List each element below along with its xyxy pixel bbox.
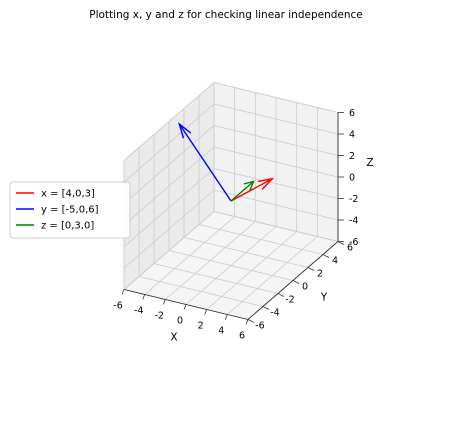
vector-series: [178, 122, 275, 202]
chart-title: Plotting x, y and z for checking linear …: [89, 9, 362, 21]
y-tick-mark: [307, 267, 315, 271]
grid-line: [123, 103, 215, 183]
z-tick-label: -6: [349, 237, 358, 248]
z-tick-label: -2: [349, 194, 358, 205]
grid-line: [213, 103, 339, 135]
x-tick-mark: [121, 289, 125, 295]
vector-0-head: [257, 177, 275, 190]
y-tick-label: -2: [285, 295, 294, 306]
x-axis-label: X: [170, 332, 177, 344]
grid-line: [213, 82, 339, 113]
vector-2-shaft: [230, 180, 254, 202]
legend: x = [4,0,3] y = [-5,0,6] z = [0,3,0]: [9, 181, 131, 239]
y-tick-mark: [277, 293, 285, 297]
x-tick-mark: [245, 319, 249, 325]
y-tick-mark: [337, 241, 345, 245]
vector-2-head: [243, 180, 255, 192]
legend-box: [9, 181, 131, 239]
legend-label-1: y = [-5,0,6]: [41, 205, 99, 216]
y-tick-label: -4: [270, 308, 279, 319]
z-tick-label: 4: [349, 130, 355, 141]
z-tick-label: -4: [349, 216, 358, 227]
x-tick-mark: [183, 304, 187, 310]
z-tick-label: 0: [349, 173, 355, 184]
y-tick-mark: [247, 319, 255, 323]
x-tick-label: 6: [239, 331, 245, 342]
y-tick-label: 4: [332, 256, 338, 267]
legend-label-0: x = [4,0,3]: [41, 189, 95, 200]
z-tick-label: 6: [349, 108, 355, 119]
vector-1-head: [178, 122, 192, 139]
grid-line: [198, 224, 324, 255]
x-tick-mark: [162, 299, 166, 305]
vector-0-shaft: [230, 178, 273, 202]
legend-label-2: z = [0,3,0]: [41, 221, 94, 232]
grid-lines: [123, 82, 339, 320]
x-tick-mark: [224, 314, 228, 320]
y-tick-mark: [262, 306, 270, 310]
y-tick-label: 0: [302, 282, 308, 293]
x-tick-label: -6: [113, 301, 122, 312]
x-tick-mark: [142, 294, 146, 300]
x-tick-mark: [204, 309, 208, 315]
x-tick-label: -4: [134, 306, 143, 317]
x-tick-label: 0: [177, 316, 183, 327]
z-axis-label: Z: [366, 157, 373, 169]
x-tick-label: -2: [155, 311, 164, 322]
z-tick-label: 2: [349, 151, 355, 162]
grid-line: [123, 82, 215, 161]
x-tick-label: 4: [218, 326, 224, 337]
y-tick-label: -6: [255, 321, 264, 332]
y-axis-label: Y: [320, 292, 328, 304]
grid-line: [213, 211, 339, 242]
y-tick-mark: [292, 280, 300, 284]
vector-1-shaft: [178, 123, 232, 202]
y-tick-label: 2: [317, 269, 323, 280]
y-tick-mark: [322, 254, 330, 258]
y-tick-label: 6: [347, 243, 353, 254]
x-tick-label: 2: [198, 321, 204, 332]
